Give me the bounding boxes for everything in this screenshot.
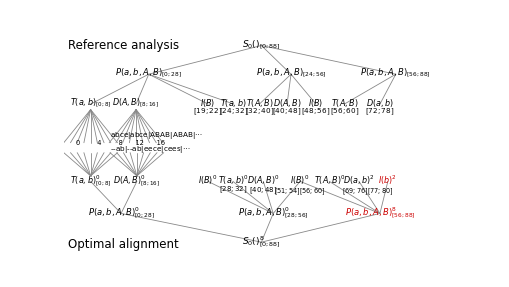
Text: $S_0()^8_{[0;88]}$: $S_0()^8_{[0;88]}$ bbox=[241, 234, 280, 249]
Text: $I(B)$: $I(B)$ bbox=[200, 97, 215, 109]
Text: $P(a,b,A,B)^0_{[28;56]}$: $P(a,b,A,B)^0_{[28;56]}$ bbox=[238, 205, 308, 221]
Text: $S_0()_{[0;88]}$: $S_0()_{[0;88]}$ bbox=[241, 39, 280, 52]
Text: $T(A,B)$: $T(A,B)$ bbox=[330, 97, 357, 109]
Text: --ab$|$--ab$|$eece$|$cees$|\cdots$: --ab$|$--ab$|$eece$|$cees$|\cdots$ bbox=[110, 144, 191, 155]
Text: $[48;56]$: $[48;56]$ bbox=[301, 107, 330, 117]
Text: $T(A,B)^0$: $T(A,B)^0$ bbox=[313, 174, 345, 187]
Text: $[32;40]$: $[32;40]$ bbox=[244, 107, 273, 117]
Text: $[28;32]$: $[28;32]$ bbox=[218, 185, 247, 195]
Text: $T(a,b)^0$: $T(a,b)^0$ bbox=[217, 174, 248, 187]
Text: $D(A,B)$: $D(A,B)$ bbox=[272, 97, 301, 109]
Text: $[40;48]$: $[40;48]$ bbox=[248, 186, 277, 196]
Text: $D(a,b)^2$: $D(a,b)^2$ bbox=[343, 174, 374, 187]
Text: $T(A,B)$: $T(A,B)$ bbox=[245, 97, 273, 109]
Text: $I(B)^0$: $I(B)^0$ bbox=[198, 174, 217, 187]
Text: $P(a,b,A,B)^0_{[0;28]}$: $P(a,b,A,B)^0_{[0;28]}$ bbox=[88, 205, 154, 221]
Text: $T(a,b)^0_{[0;8]}$: $T(a,b)^0_{[0;8]}$ bbox=[70, 173, 111, 189]
Text: $[72;78]$: $[72;78]$ bbox=[364, 107, 394, 117]
Text: $P(a,b,A,B)_{[56;88]}$: $P(a,b,A,B)_{[56;88]}$ bbox=[360, 67, 430, 80]
Text: $[24;32]$: $[24;32]$ bbox=[219, 107, 248, 117]
Text: $D(A,B)_{[8;16]}$: $D(A,B)_{[8;16]}$ bbox=[112, 96, 159, 110]
Text: $D(a,b)$: $D(a,b)$ bbox=[365, 97, 393, 109]
Text: $[69;76][77;80]$: $[69;76][77;80]$ bbox=[341, 187, 392, 197]
Text: $P(a,b,A,B)_{[0;28]}$: $P(a,b,A,B)_{[0;28]}$ bbox=[115, 67, 182, 80]
Text: $T(a,b)$: $T(a,b)$ bbox=[220, 97, 246, 109]
Text: $I(B)^0$: $I(B)^0$ bbox=[290, 174, 309, 187]
Text: $[19;22]$: $[19;22]$ bbox=[193, 107, 222, 117]
Text: $[51;54][56;60]$: $[51;54][56;60]$ bbox=[274, 187, 325, 197]
Text: $D(A,B)^0$: $D(A,B)^0$ bbox=[246, 174, 279, 187]
Text: $I(b)^2$: $I(b)^2$ bbox=[378, 174, 397, 187]
Text: abce$|$abce$|$ABAB$|$ABAB$|\cdots$: abce$|$abce$|$ABAB$|$ABAB$|\cdots$ bbox=[110, 130, 203, 141]
Text: $P(a,b,A,B)_{[24;56]}$: $P(a,b,A,B)_{[24;56]}$ bbox=[255, 67, 326, 80]
Text: $T(a,b)_{[0;8]}$: $T(a,b)_{[0;8]}$ bbox=[70, 96, 111, 110]
Text: $[56;60]$: $[56;60]$ bbox=[329, 107, 358, 117]
Text: Reference analysis: Reference analysis bbox=[68, 39, 179, 52]
Text: 0        4        8      12      16: 0 4 8 12 16 bbox=[75, 140, 164, 146]
Text: $D(A,B)^0_{[8;16]}$: $D(A,B)^0_{[8;16]}$ bbox=[113, 173, 160, 189]
Text: $P(a,b,A,B)^8_{[56;88]}$: $P(a,b,A,B)^8_{[56;88]}$ bbox=[344, 205, 414, 221]
Text: $[40;48]$: $[40;48]$ bbox=[272, 107, 301, 117]
Text: $I(B)$: $I(B)$ bbox=[307, 97, 323, 109]
Text: Optimal alignment: Optimal alignment bbox=[68, 238, 178, 251]
